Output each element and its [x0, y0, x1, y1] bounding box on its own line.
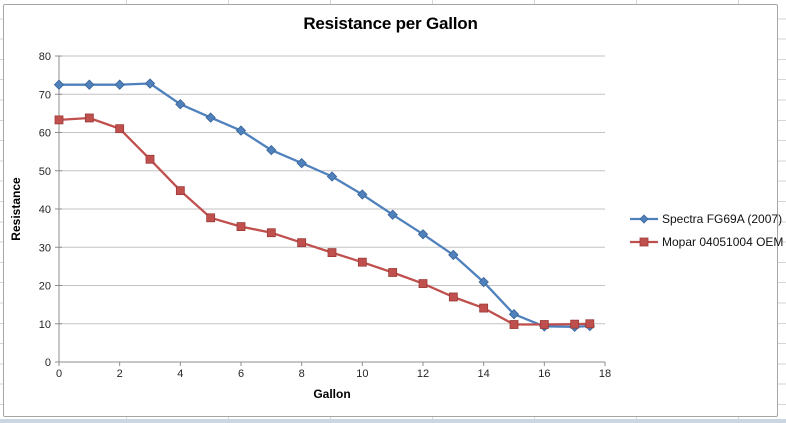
data-point[interactable] — [448, 292, 458, 302]
data-point[interactable] — [297, 238, 307, 248]
data-point[interactable] — [53, 79, 65, 90]
plot-area: 0 10 20 30 40 50 60 70 80 0 2 4 6 8 10 12 14 16 18 — [39, 51, 611, 380]
x-tick-label: 4 — [177, 368, 183, 380]
legend-item[interactable]: Mopar 04051004 OEM — [630, 230, 783, 253]
x-tick-label: 12 — [417, 368, 429, 380]
y-tick-label: 0 — [45, 357, 51, 369]
data-point[interactable] — [266, 228, 276, 238]
data-point[interactable] — [570, 319, 580, 329]
data-point[interactable] — [357, 257, 367, 267]
data-point[interactable] — [417, 229, 429, 240]
sheet-bottom-row — [0, 419, 786, 423]
data-point[interactable] — [266, 144, 277, 156]
data-point[interactable] — [175, 99, 186, 110]
data-point[interactable] — [115, 124, 125, 134]
x-tick-label: 2 — [117, 368, 123, 380]
y-axis-title: Resistance — [9, 177, 23, 241]
legend: Spectra FG69A (2007) Mopar 04051004 OEM — [630, 207, 783, 253]
data-point[interactable] — [509, 320, 519, 329]
y-tick-label: 70 — [39, 89, 51, 101]
legend-swatch — [630, 213, 658, 224]
data-point[interactable] — [206, 213, 216, 223]
series-line-0[interactable] — [57, 82, 591, 328]
x-tick-label: 18 — [599, 368, 611, 380]
data-point[interactable] — [387, 209, 398, 220]
x-tick-label: 14 — [478, 368, 490, 380]
square-marker-icon — [639, 237, 649, 246]
diamond-marker-icon — [639, 213, 649, 224]
data-point[interactable] — [296, 157, 307, 169]
chart-frame[interactable]: Resistance per Gallon 0 10 20 30 40 50 60 70 80 0… — [3, 4, 783, 417]
x-tick-label: 10 — [356, 368, 368, 380]
y-tick-label: 10 — [39, 319, 51, 331]
data-point[interactable] — [84, 113, 94, 123]
data-point[interactable] — [205, 112, 216, 123]
data-point[interactable] — [478, 276, 489, 288]
y-tick-label: 80 — [39, 51, 51, 63]
data-point[interactable] — [326, 171, 338, 182]
data-point[interactable] — [388, 268, 398, 277]
data-point[interactable] — [144, 78, 156, 89]
data-point[interactable] — [539, 320, 549, 329]
data-point[interactable] — [585, 319, 595, 329]
data-point[interactable] — [236, 222, 246, 231]
data-point[interactable] — [114, 79, 125, 90]
data-point[interactable] — [508, 309, 520, 320]
y-tick-label: 40 — [39, 204, 51, 216]
legend-label: Mopar 04051004 OEM — [662, 234, 784, 249]
legend-swatch — [630, 237, 658, 246]
data-point[interactable] — [448, 249, 459, 261]
data-point[interactable] — [145, 154, 155, 164]
data-point[interactable] — [418, 279, 428, 288]
data-point[interactable] — [84, 79, 95, 90]
x-tick-label: 8 — [299, 368, 305, 380]
data-point[interactable] — [175, 186, 185, 196]
chart-title: Resistance per Gallon — [303, 14, 478, 33]
x-tick-label: 6 — [238, 368, 244, 380]
y-tick-label: 20 — [39, 281, 51, 293]
x-tick-label: 16 — [538, 368, 550, 380]
data-point[interactable] — [357, 189, 368, 200]
data-point[interactable] — [54, 115, 64, 125]
legend-item[interactable]: Spectra FG69A (2007) — [630, 207, 783, 230]
y-tick-label: 50 — [39, 166, 51, 178]
y-tick-label: 60 — [39, 128, 51, 140]
data-point[interactable] — [235, 125, 247, 136]
legend-label: Spectra FG69A (2007) — [662, 211, 783, 226]
y-tick-label: 30 — [39, 242, 51, 254]
x-tick-label: 0 — [56, 368, 62, 380]
x-axis-title: Gallon — [313, 387, 351, 401]
data-point[interactable] — [479, 303, 489, 313]
data-point[interactable] — [327, 248, 337, 258]
series-line-1[interactable] — [57, 116, 591, 326]
